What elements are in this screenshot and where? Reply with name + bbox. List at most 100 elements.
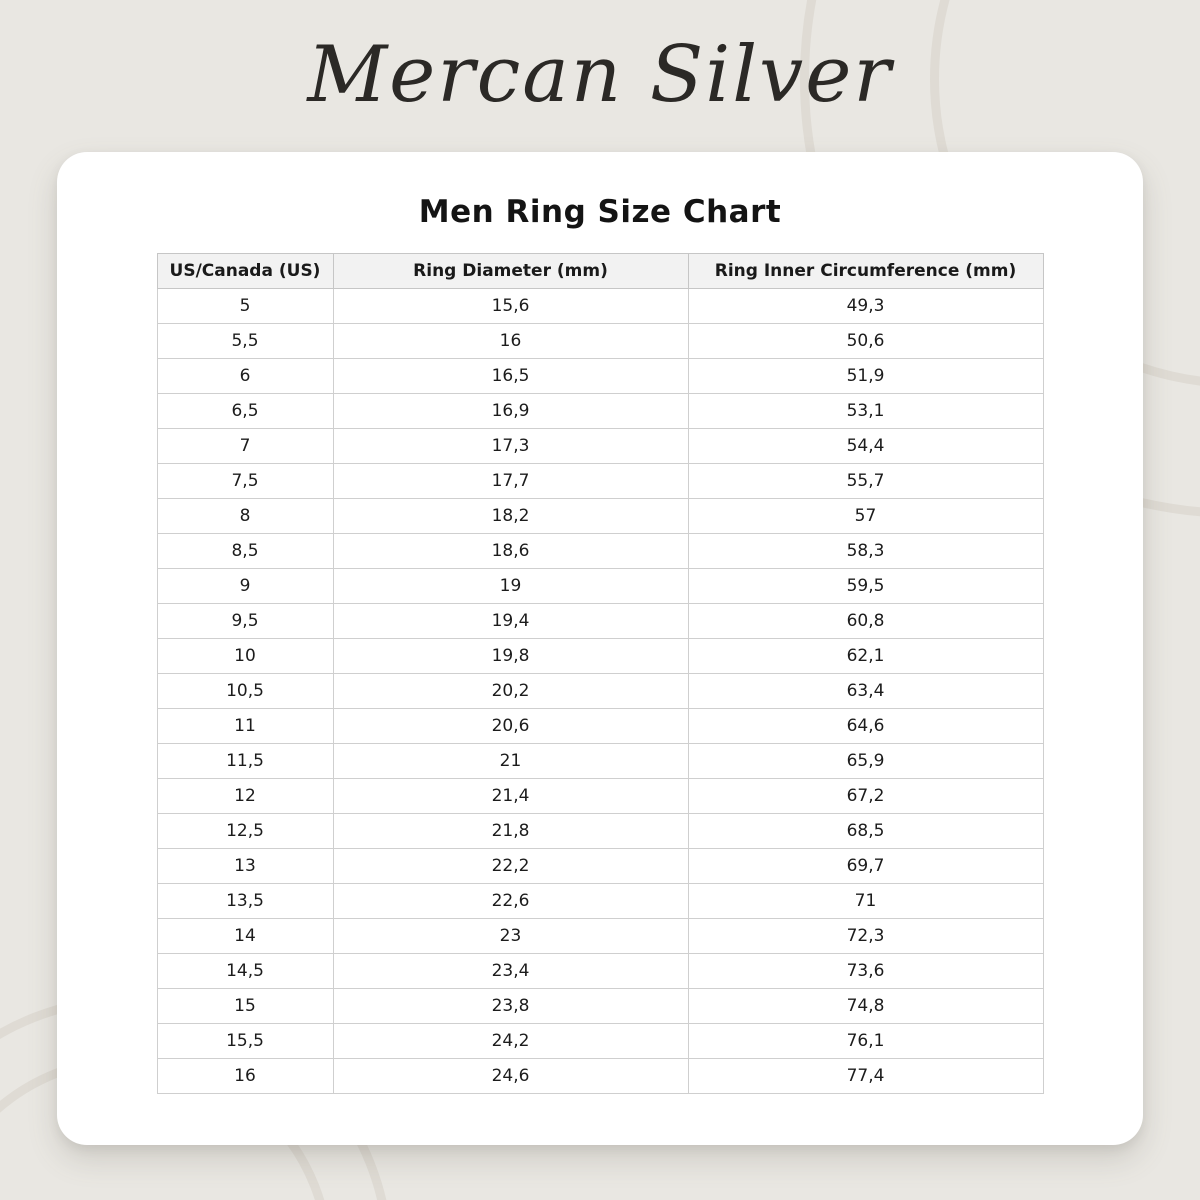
table-row: 12 21,4 67,2: [156, 778, 1044, 814]
table-row: 15,5 24,2 76,1: [156, 1023, 1044, 1059]
table-cell: 7,5: [156, 463, 334, 499]
table-cell: 10,5: [156, 673, 334, 709]
table-cell: 15: [156, 988, 334, 1024]
table-row: 12,5 21,8 68,5: [156, 813, 1044, 849]
table-row: 14 23 72,3: [156, 918, 1044, 954]
table-cell: 60,8: [687, 603, 1044, 639]
table-cell: 11: [156, 708, 334, 744]
brand-logo: Mercan Silver: [307, 30, 893, 120]
table-cell: 13,5: [156, 883, 334, 919]
table-row: 10,5 20,2 63,4: [156, 673, 1044, 709]
table-cell: 21,8: [332, 813, 689, 849]
table-row: 13 22,2 69,7: [156, 848, 1044, 884]
table-cell: 49,3: [687, 288, 1044, 324]
table-cell: 7: [156, 428, 334, 464]
table-cell: 22,6: [332, 883, 689, 919]
table-cell: 23: [332, 918, 689, 954]
table-cell: 54,4: [687, 428, 1044, 464]
table-cell: 14,5: [156, 953, 334, 989]
table-cell: 16: [332, 323, 689, 359]
table-cell: 17,7: [332, 463, 689, 499]
table-cell: 71: [687, 883, 1044, 919]
table-cell: 21,4: [332, 778, 689, 814]
table-cell: 24,6: [332, 1058, 689, 1094]
table-cell: 10: [156, 638, 334, 674]
table-cell: 69,7: [687, 848, 1044, 884]
table-cell: 22,2: [332, 848, 689, 884]
table-row: 7,5 17,7 55,7: [156, 463, 1044, 499]
table-cell: 59,5: [687, 568, 1044, 604]
table-cell: 73,6: [687, 953, 1044, 989]
table-cell: 20,2: [332, 673, 689, 709]
table-cell: 23,8: [332, 988, 689, 1024]
ring-size-table: US/Canada (US) Ring Diameter (mm) Ring Inn…: [156, 253, 1044, 1094]
table-row: 9,5 19,4 60,8: [156, 603, 1044, 639]
table-cell: 19,4: [332, 603, 689, 639]
table-row: 6 16,5 51,9: [156, 358, 1044, 394]
table-cell: 20,6: [332, 708, 689, 744]
column-header: Ring Diameter (mm): [332, 253, 689, 289]
table-row: 13,5 22,6 71: [156, 883, 1044, 919]
table-body: 5 15,6 49,3 5,5 16 50,6 6 16,5 51,9 6,5 16,9 53,1 7 1…: [156, 288, 1044, 1094]
table-cell: 6: [156, 358, 334, 394]
table-row: 15 23,8 74,8: [156, 988, 1044, 1024]
table-cell: 62,1: [687, 638, 1044, 674]
table-cell: 18,6: [332, 533, 689, 569]
size-chart-card: Men Ring Size Chart US/Canada (US) Ring D…: [57, 152, 1143, 1145]
table-cell: 19: [332, 568, 689, 604]
table-row: 6,5 16,9 53,1: [156, 393, 1044, 429]
table-cell: 16: [156, 1058, 334, 1094]
table-cell: 9: [156, 568, 334, 604]
table-row: 5 15,6 49,3: [156, 288, 1044, 324]
table-cell: 50,6: [687, 323, 1044, 359]
table-cell: 11,5: [156, 743, 334, 779]
table-cell: 51,9: [687, 358, 1044, 394]
table-cell: 5: [156, 288, 334, 324]
table-cell: 55,7: [687, 463, 1044, 499]
table-row: 16 24,6 77,4: [156, 1058, 1044, 1094]
table-cell: 12: [156, 778, 334, 814]
table-cell: 8: [156, 498, 334, 534]
table-row: 7 17,3 54,4: [156, 428, 1044, 464]
table-row: 11 20,6 64,6: [156, 708, 1044, 744]
column-header: US/Canada (US): [156, 253, 334, 289]
table-cell: 16,5: [332, 358, 689, 394]
table-cell: 5,5: [156, 323, 334, 359]
table-cell: 65,9: [687, 743, 1044, 779]
table-cell: 21: [332, 743, 689, 779]
table-cell: 19,8: [332, 638, 689, 674]
table-cell: 17,3: [332, 428, 689, 464]
table-cell: 63,4: [687, 673, 1044, 709]
table-cell: 53,1: [687, 393, 1044, 429]
table-row: 5,5 16 50,6: [156, 323, 1044, 359]
table-row: 14,5 23,4 73,6: [156, 953, 1044, 989]
table-row: 10 19,8 62,1: [156, 638, 1044, 674]
table-cell: 67,2: [687, 778, 1044, 814]
table-row: 8,5 18,6 58,3: [156, 533, 1044, 569]
table-row: 9 19 59,5: [156, 568, 1044, 604]
table-cell: 64,6: [687, 708, 1044, 744]
table-row: 8 18,2 57: [156, 498, 1044, 534]
table-cell: 8,5: [156, 533, 334, 569]
table-cell: 68,5: [687, 813, 1044, 849]
table-cell: 6,5: [156, 393, 334, 429]
table-cell: 72,3: [687, 918, 1044, 954]
table-cell: 76,1: [687, 1023, 1044, 1059]
table-header-row: US/Canada (US) Ring Diameter (mm) Ring Inn…: [156, 253, 1044, 289]
table-cell: 12,5: [156, 813, 334, 849]
table-cell: 9,5: [156, 603, 334, 639]
table-cell: 57: [687, 498, 1044, 534]
table-cell: 23,4: [332, 953, 689, 989]
table-cell: 24,2: [332, 1023, 689, 1059]
column-header: Ring Inner Circumference (mm): [687, 253, 1044, 289]
table-cell: 18,2: [332, 498, 689, 534]
table-cell: 77,4: [687, 1058, 1044, 1094]
table-row: 11,5 21 65,9: [156, 743, 1044, 779]
table-cell: 14: [156, 918, 334, 954]
table-cell: 58,3: [687, 533, 1044, 569]
table-cell: 74,8: [687, 988, 1044, 1024]
table-cell: 16,9: [332, 393, 689, 429]
table-cell: 13: [156, 848, 334, 884]
table-cell: 15,5: [156, 1023, 334, 1059]
